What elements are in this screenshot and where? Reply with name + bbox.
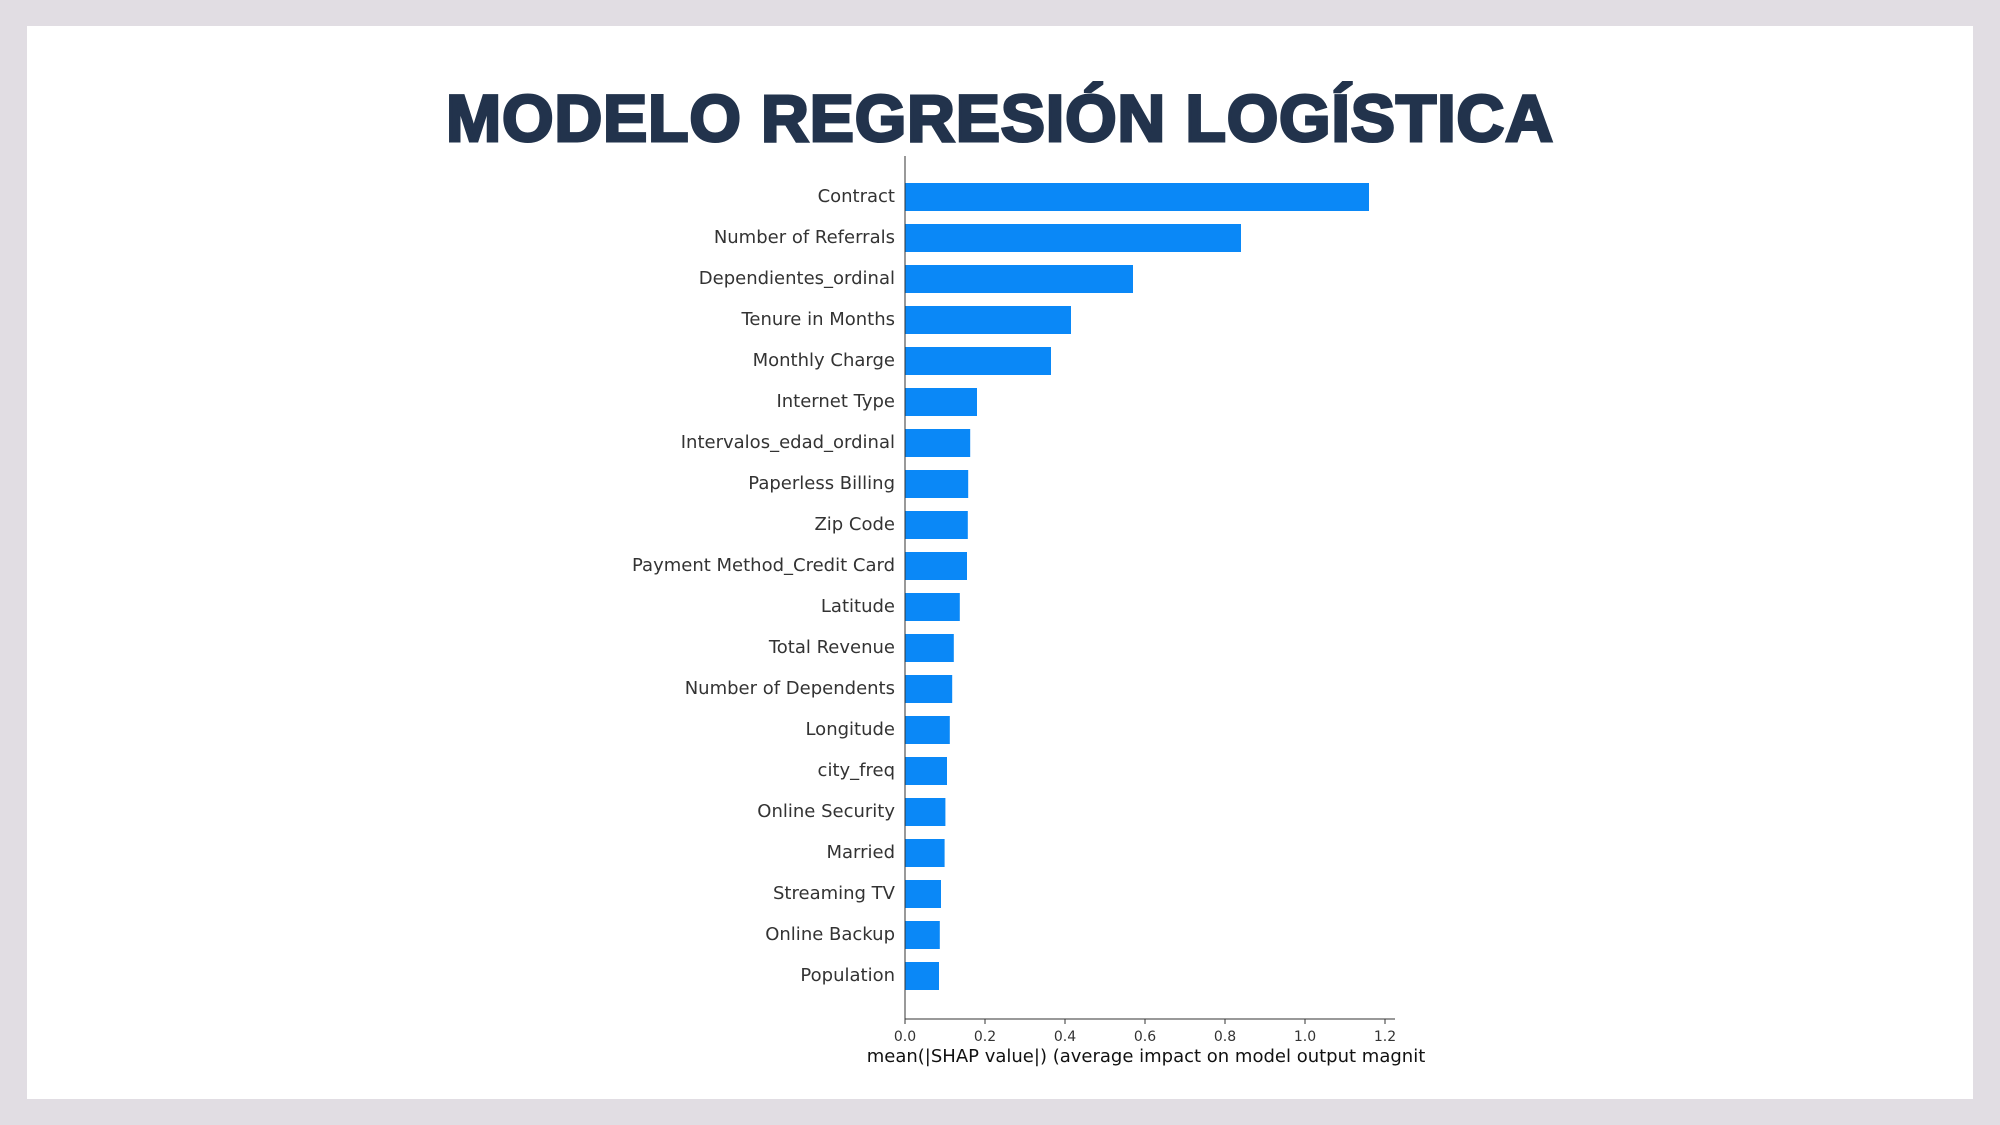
x-tick-label: 0.8: [1214, 1029, 1236, 1045]
y-tick-label: Number of Referrals: [714, 227, 895, 248]
y-tick-label: Contract: [818, 186, 895, 207]
bar-intervalos-edad-ordinal: [905, 429, 971, 457]
y-tick-label: Online Backup: [765, 924, 895, 945]
slide-title: MODELO REGRESIÓN LOGÍSTICA: [445, 80, 1555, 157]
y-tick-label: Zip Code: [814, 514, 895, 535]
bar-married: [905, 839, 945, 867]
bar-dependientes-ordinal: [905, 265, 1133, 293]
y-tick-label: Online Security: [757, 801, 895, 822]
bar-internet-type: [905, 388, 977, 416]
bar-latitude: [905, 593, 960, 621]
bars-layer: [905, 183, 1369, 990]
y-tick-label: Population: [800, 965, 895, 986]
y-tick-label: Total Revenue: [768, 637, 895, 658]
bar-city-freq: [905, 757, 947, 785]
bar-tenure-in-months: [905, 306, 1071, 334]
x-tick-label: 1.2: [1374, 1029, 1396, 1045]
y-tick-label: Married: [826, 842, 895, 863]
x-ticks: 0.0 0.2 0.4 0.6 0.8 1.0 1.2: [894, 1019, 1396, 1045]
bar-zip-code: [905, 511, 968, 539]
bar-contract: [905, 183, 1369, 211]
x-tick-label: 0.4: [1054, 1029, 1076, 1045]
bar-streaming-tv: [905, 880, 941, 908]
y-tick-label: Latitude: [821, 596, 895, 617]
bar-total-revenue: [905, 634, 954, 662]
y-tick-label: Longitude: [805, 719, 895, 740]
bar-online-security: [905, 798, 946, 826]
bar-paperless-billing: [905, 470, 969, 498]
y-tick-label: Monthly Charge: [753, 350, 895, 371]
y-tick-label: Paperless Billing: [748, 473, 895, 494]
y-tick-label: Dependientes_ordinal: [699, 268, 895, 289]
y-tick-label: Streaming TV: [773, 883, 896, 904]
y-tick-label: Intervalos_edad_ordinal: [681, 432, 895, 453]
bar-number-of-referrals: [905, 224, 1241, 252]
bar-longitude: [905, 716, 950, 744]
y-tick-label: city_freq: [818, 760, 895, 781]
y-tick-label: Number of Dependents: [685, 678, 895, 699]
x-axis-label: mean(|SHAP value|) (average impact on mo…: [867, 1046, 1426, 1067]
y-tick-label: Payment Method_Credit Card: [632, 555, 895, 576]
y-tick-label: Tenure in Months: [740, 309, 895, 330]
bar-monthly-charge: [905, 347, 1051, 375]
x-tick-label: 0.6: [1134, 1029, 1156, 1045]
bar-payment-method-credit-card: [905, 552, 967, 580]
bar-online-backup: [905, 921, 940, 949]
x-tick-label: 0.0: [894, 1029, 916, 1045]
y-tick-labels: Contract Number of Referrals Dependientes_…: [632, 186, 896, 986]
bar-population: [905, 962, 939, 990]
x-tick-label: 1.0: [1294, 1029, 1316, 1045]
y-tick-label: Internet Type: [776, 391, 895, 412]
x-tick-label: 0.2: [974, 1029, 996, 1045]
bar-number-of-dependents: [905, 675, 953, 703]
